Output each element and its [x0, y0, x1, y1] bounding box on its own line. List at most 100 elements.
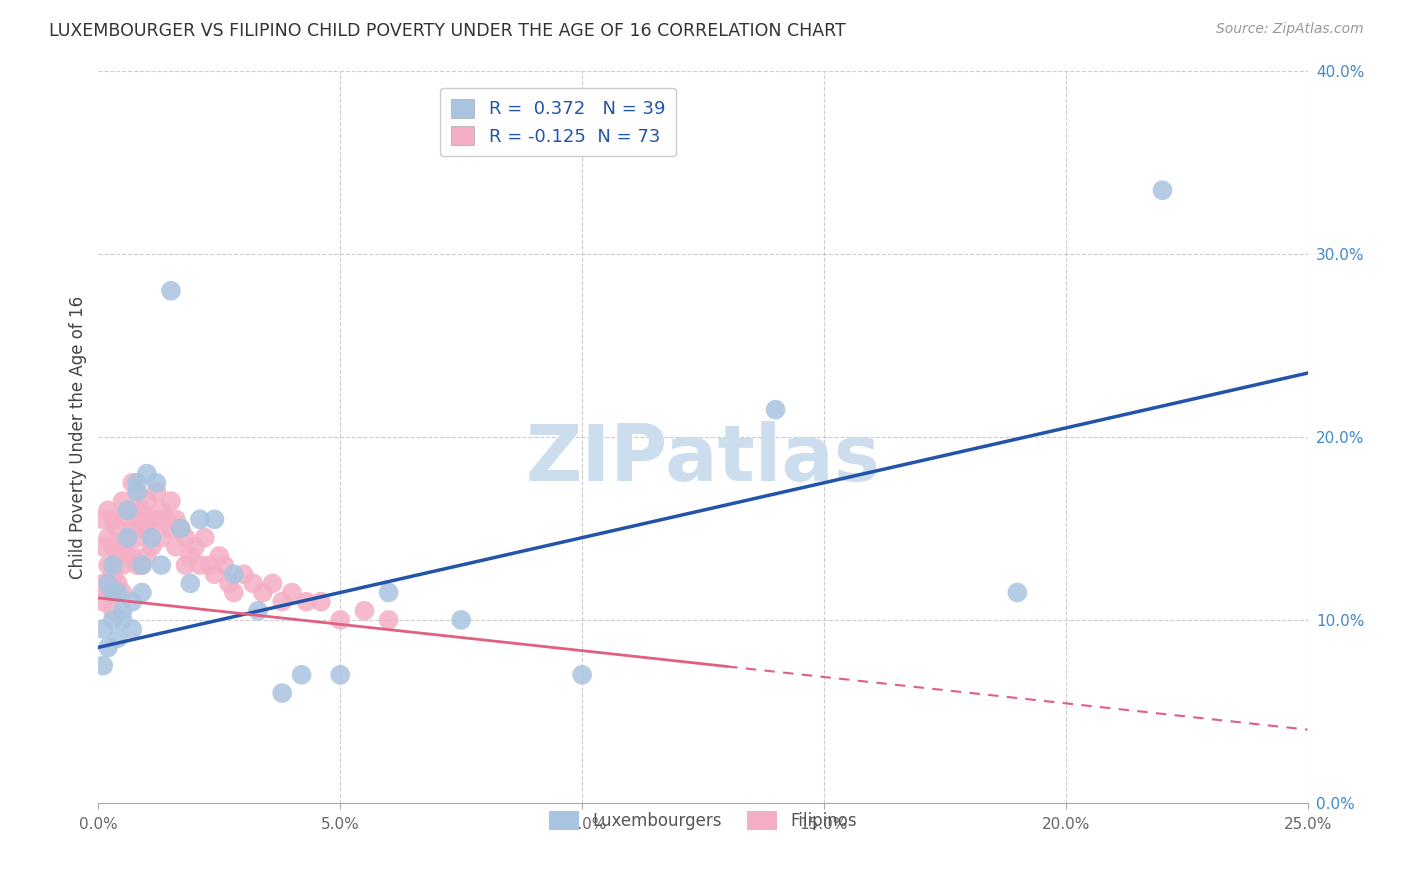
- Point: [101, 613, 124, 627]
- Point: [121, 549, 143, 563]
- Point: [131, 585, 153, 599]
- Point: [174, 531, 197, 545]
- Point: [121, 503, 143, 517]
- Point: [127, 531, 149, 545]
- Point: [141, 531, 163, 545]
- Point: [174, 558, 197, 573]
- Point: [450, 613, 472, 627]
- Point: [242, 576, 264, 591]
- Point: [111, 613, 134, 627]
- Legend: Luxembourgers, Filipinos: Luxembourgers, Filipinos: [541, 803, 865, 838]
- Point: [377, 585, 399, 599]
- Point: [135, 521, 157, 535]
- Point: [131, 521, 153, 535]
- Point: [97, 531, 120, 545]
- Point: [91, 594, 114, 608]
- Point: [91, 540, 114, 554]
- Point: [198, 558, 221, 573]
- Point: [271, 686, 294, 700]
- Point: [121, 594, 143, 608]
- Point: [107, 521, 129, 535]
- Point: [165, 540, 187, 554]
- Point: [160, 494, 183, 508]
- Point: [101, 512, 124, 526]
- Point: [179, 549, 201, 563]
- Point: [208, 549, 231, 563]
- Point: [141, 540, 163, 554]
- Point: [218, 576, 240, 591]
- Point: [127, 512, 149, 526]
- Point: [111, 604, 134, 618]
- Point: [117, 503, 139, 517]
- Point: [194, 531, 217, 545]
- Point: [309, 594, 332, 608]
- Point: [135, 494, 157, 508]
- Point: [111, 512, 134, 526]
- Point: [150, 503, 173, 517]
- Point: [127, 485, 149, 500]
- Point: [91, 576, 114, 591]
- Point: [121, 622, 143, 636]
- Point: [247, 604, 270, 618]
- Point: [169, 521, 191, 535]
- Point: [212, 558, 235, 573]
- Point: [145, 485, 167, 500]
- Point: [91, 512, 114, 526]
- Text: LUXEMBOURGER VS FILIPINO CHILD POVERTY UNDER THE AGE OF 16 CORRELATION CHART: LUXEMBOURGER VS FILIPINO CHILD POVERTY U…: [49, 22, 846, 40]
- Point: [353, 604, 375, 618]
- Point: [107, 585, 129, 599]
- Point: [188, 558, 211, 573]
- Point: [135, 467, 157, 481]
- Point: [97, 585, 120, 599]
- Point: [160, 284, 183, 298]
- Point: [145, 512, 167, 526]
- Point: [117, 503, 139, 517]
- Point: [184, 540, 207, 554]
- Point: [232, 567, 254, 582]
- Point: [204, 512, 226, 526]
- Point: [127, 485, 149, 500]
- Point: [97, 576, 120, 591]
- Point: [127, 558, 149, 573]
- Y-axis label: Child Poverty Under the Age of 16: Child Poverty Under the Age of 16: [69, 295, 87, 579]
- Point: [117, 531, 139, 545]
- Point: [765, 402, 787, 417]
- Point: [131, 558, 153, 573]
- Point: [131, 558, 153, 573]
- Point: [1007, 585, 1029, 599]
- Point: [571, 667, 593, 681]
- Point: [295, 594, 318, 608]
- Point: [169, 521, 191, 535]
- Point: [252, 585, 274, 599]
- Point: [91, 658, 114, 673]
- Point: [204, 567, 226, 582]
- Point: [101, 585, 124, 599]
- Point: [222, 585, 245, 599]
- Point: [97, 558, 120, 573]
- Point: [141, 512, 163, 526]
- Point: [97, 640, 120, 655]
- Point: [160, 521, 183, 535]
- Point: [290, 667, 312, 681]
- Point: [329, 667, 352, 681]
- Point: [111, 494, 134, 508]
- Point: [101, 558, 124, 573]
- Point: [281, 585, 304, 599]
- Point: [107, 549, 129, 563]
- Point: [155, 512, 177, 526]
- Point: [150, 558, 173, 573]
- Point: [1152, 183, 1174, 197]
- Point: [329, 613, 352, 627]
- Point: [101, 604, 124, 618]
- Point: [262, 576, 284, 591]
- Point: [117, 531, 139, 545]
- Point: [121, 521, 143, 535]
- Point: [111, 540, 134, 554]
- Point: [131, 503, 153, 517]
- Point: [101, 540, 124, 554]
- Point: [111, 558, 134, 573]
- Point: [179, 576, 201, 591]
- Point: [377, 613, 399, 627]
- Point: [150, 531, 173, 545]
- Point: [107, 576, 129, 591]
